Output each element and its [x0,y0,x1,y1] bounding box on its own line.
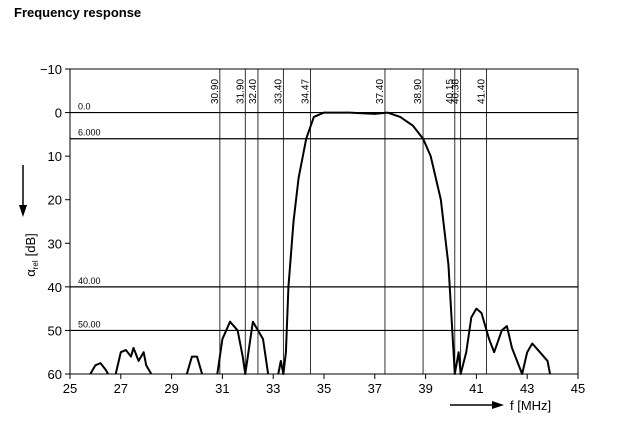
reference-label-x: 38.90 [413,79,424,104]
reference-label-y: 0.0 [78,102,91,112]
x-tick-label: 35 [317,381,331,396]
x-tick-label: 31 [215,381,229,396]
x-arrow-head [492,401,504,409]
y-tick-label: 10 [48,149,62,164]
y-axis-label: αrel [dB] [23,233,40,277]
x-tick-label: 33 [266,381,280,396]
y-tick-label: 60 [48,367,62,382]
y-tick-label: 40 [48,280,62,295]
x-tick-label: 25 [63,381,77,396]
y-label-unit: [dB] [23,233,38,256]
plot-frame [69,68,579,375]
reference-label-x: 30.90 [210,79,221,104]
x-tick-label: 45 [571,381,585,396]
y-tick-label: 0 [55,106,62,121]
reference-label-x: 33.40 [273,79,284,104]
reference-label-x: 37.40 [375,79,386,104]
x-axis-label: f [MHz] [510,398,551,413]
reference-label-x: 41.40 [477,79,488,104]
reference-label-x: 32.40 [248,79,259,104]
x-tick-label: 29 [164,381,178,396]
reference-label-y: 40.00 [78,276,101,286]
reference-label-x: 40.15 [445,79,456,104]
y-label-subscript: rel [31,260,40,269]
reference-label-x: 31.90 [235,79,246,104]
y-tick-label: 30 [48,236,62,251]
x-tick-label: 37 [368,381,382,396]
chart-title: Frequency response [14,5,141,20]
y-tick-label: 20 [48,193,62,208]
reference-label-y: 50.00 [78,319,101,329]
response-curve [89,111,552,375]
x-tick-label: 39 [418,381,432,396]
y-tick-label: −10 [40,62,62,77]
y-tick-label: 50 [48,323,62,338]
reference-label-x: 34.47 [301,79,312,104]
x-tick-label: 27 [114,381,128,396]
reference-label-x: 40.38 [451,79,462,104]
reference-label-y: 6.000 [78,128,101,138]
y-arrow-head [19,205,27,217]
y-label-symbol: α [23,269,38,277]
x-tick-label: 43 [520,381,534,396]
x-tick-label: 41 [469,381,483,396]
